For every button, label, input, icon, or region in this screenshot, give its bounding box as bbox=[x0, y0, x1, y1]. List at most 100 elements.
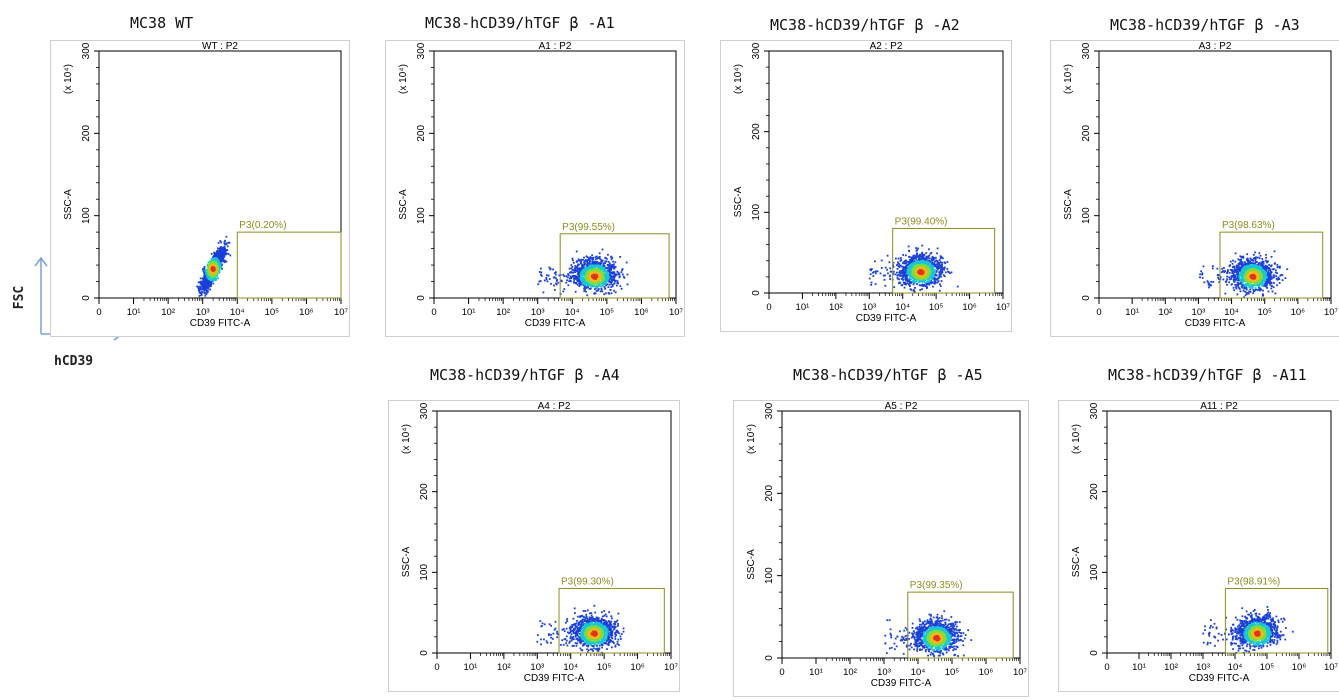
event-point bbox=[903, 282, 905, 284]
event-point bbox=[544, 280, 546, 282]
event-point bbox=[556, 279, 558, 281]
cell-population bbox=[196, 236, 231, 297]
event-point bbox=[957, 286, 959, 288]
event-point bbox=[571, 267, 573, 269]
event-point bbox=[921, 288, 923, 290]
event-point bbox=[871, 282, 873, 284]
event-point bbox=[1259, 257, 1261, 259]
event-point bbox=[939, 290, 941, 292]
event-point bbox=[940, 269, 942, 271]
event-point bbox=[575, 282, 577, 284]
event-point bbox=[1253, 289, 1255, 291]
axes-frame bbox=[769, 51, 1003, 293]
x-tick-label: 0 bbox=[1096, 307, 1101, 318]
event-point bbox=[1262, 293, 1264, 295]
panel-title: MC38-hCD39/hTGF β -A1 bbox=[425, 14, 615, 32]
event-point bbox=[872, 275, 874, 277]
event-point bbox=[1285, 277, 1287, 279]
event-point bbox=[928, 248, 930, 250]
event-point bbox=[1255, 287, 1257, 289]
event-point bbox=[899, 274, 901, 276]
event-point bbox=[898, 258, 900, 260]
x-axis-label: CD39 FITC-A bbox=[190, 318, 251, 329]
event-point bbox=[1221, 268, 1223, 270]
event-point bbox=[568, 280, 570, 282]
event-point bbox=[601, 263, 603, 265]
event-point bbox=[947, 271, 949, 273]
event-point bbox=[1218, 274, 1220, 276]
event-point bbox=[1233, 287, 1235, 289]
x-tick-label: 10⁵ bbox=[929, 302, 944, 313]
event-point bbox=[570, 264, 572, 266]
event-point bbox=[216, 252, 218, 254]
gate-p3 bbox=[237, 232, 341, 298]
event-point bbox=[554, 289, 556, 291]
x-tick-label: 10² bbox=[829, 302, 843, 313]
x-tick-label: 10⁵ bbox=[265, 307, 280, 318]
event-point bbox=[1276, 264, 1278, 266]
event-point bbox=[1258, 252, 1260, 254]
event-point bbox=[929, 257, 931, 259]
event-point bbox=[1226, 284, 1228, 286]
event-point bbox=[618, 276, 620, 278]
event-point bbox=[566, 275, 568, 277]
event-point bbox=[1274, 293, 1276, 295]
y-tick-label: 200 bbox=[1081, 125, 1092, 142]
event-point bbox=[616, 271, 618, 273]
event-point bbox=[934, 261, 936, 263]
event-point bbox=[913, 289, 915, 291]
event-point bbox=[1235, 275, 1237, 277]
event-point bbox=[1202, 277, 1204, 279]
event-point bbox=[1237, 282, 1239, 284]
plot-subtitle: WT : P2 bbox=[202, 41, 238, 52]
event-point bbox=[1237, 270, 1239, 272]
x-tick-label: 10⁷ bbox=[996, 302, 1011, 313]
event-point bbox=[902, 279, 904, 281]
event-point bbox=[571, 258, 573, 260]
event-point bbox=[889, 275, 891, 277]
event-point bbox=[1272, 268, 1274, 270]
event-point bbox=[1230, 261, 1232, 263]
y-tick-label: 300 bbox=[416, 42, 427, 59]
event-point bbox=[613, 268, 615, 270]
x-tick-label: 10² bbox=[161, 307, 175, 318]
event-point bbox=[915, 247, 917, 249]
x-tick-label: 10³ bbox=[530, 662, 544, 673]
event-point bbox=[937, 269, 939, 271]
event-point bbox=[1255, 289, 1257, 291]
event-point bbox=[1212, 265, 1214, 267]
event-point bbox=[1265, 257, 1267, 259]
event-point bbox=[900, 257, 902, 259]
panel-title: MC38-hCD39/hTGF β -A2 bbox=[770, 16, 960, 34]
event-point bbox=[1273, 282, 1275, 284]
event-point bbox=[568, 274, 570, 276]
event-point bbox=[925, 252, 927, 254]
y-tick-label: 200 bbox=[81, 125, 92, 142]
event-point bbox=[1266, 261, 1268, 263]
event-point bbox=[199, 286, 201, 288]
event-point bbox=[569, 268, 571, 270]
event-point bbox=[899, 282, 901, 284]
x-tick-label: 10¹ bbox=[1125, 307, 1139, 318]
event-point bbox=[577, 284, 579, 286]
y-tick-label: 100 bbox=[1081, 207, 1092, 224]
event-point bbox=[549, 278, 551, 280]
event-point bbox=[886, 269, 888, 271]
event-point bbox=[881, 267, 883, 269]
event-point bbox=[884, 279, 886, 281]
y-axis-label: SSC-A bbox=[63, 189, 74, 220]
x-tick-label: 10³ bbox=[196, 307, 210, 318]
event-point bbox=[1253, 257, 1255, 259]
y-tick-label: 100 bbox=[81, 207, 92, 224]
event-point bbox=[1223, 267, 1225, 269]
event-point bbox=[921, 245, 923, 247]
y-axis-label: SSC-A bbox=[733, 186, 744, 217]
event-point bbox=[1261, 258, 1263, 260]
y-multiplier: (x 10⁴) bbox=[401, 424, 412, 454]
event-point bbox=[1237, 259, 1239, 261]
event-point bbox=[1232, 263, 1234, 265]
